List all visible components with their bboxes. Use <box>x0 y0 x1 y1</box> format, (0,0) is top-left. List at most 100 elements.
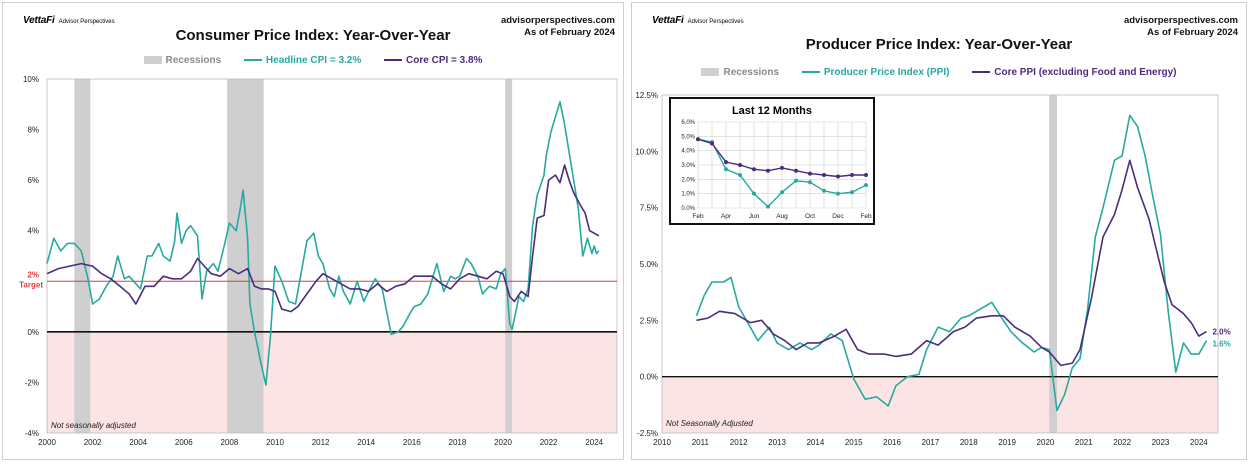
inset-core-point <box>710 141 714 146</box>
x-tick-label: 2008 <box>221 438 239 447</box>
x-tick-label: 2019 <box>998 438 1016 447</box>
core-ppi-line <box>696 159 1207 367</box>
legend-headline: Headline CPI = 3.2% <box>243 55 361 66</box>
x-tick-label: 2022 <box>1113 438 1131 447</box>
cpi-chart-panel: VettaFi Advisor Perspectives Consumer Pri… <box>2 2 624 460</box>
x-tick-label: 2000 <box>38 438 56 447</box>
inset-x-tick-label: Dec <box>832 213 844 220</box>
inset-core-point <box>794 168 798 173</box>
seasonal-note: Not Seasonally Adjusted <box>666 419 753 428</box>
inset-core-point <box>752 167 756 172</box>
chart-title: Consumer Price Index: Year-Over-Year <box>175 27 451 44</box>
y-tick-label: 0.0% <box>640 373 658 382</box>
inset-core-point <box>836 174 840 179</box>
x-tick-label: 2020 <box>494 438 512 447</box>
inset-y-tick-label: 3.0% <box>681 163 695 169</box>
y-tick-label: 2.5% <box>640 316 658 325</box>
chart-title: Producer Price Index: Year-Over-Year <box>805 36 1073 53</box>
inset-headline-point <box>738 173 742 178</box>
plot-frame <box>46 78 618 434</box>
y-tick-label: 5.0% <box>640 260 658 269</box>
inset-y-tick-label: 6.0% <box>681 120 695 126</box>
negative-zone-shading <box>662 376 1218 433</box>
x-tick-label: 2012 <box>312 438 330 447</box>
inset-title: Last 12 Months <box>731 105 813 117</box>
source-label: advisorperspectives.com As of February 2… <box>500 15 615 38</box>
inset-x-tick-label: Aug <box>776 213 788 220</box>
x-tick-label: 2006 <box>175 438 193 447</box>
source-label: advisorperspectives.com As of February 2… <box>1123 15 1238 38</box>
y-tick-label: 0% <box>27 328 39 337</box>
y-tick-label: 10% <box>23 75 39 84</box>
x-tick-label: 2016 <box>403 438 421 447</box>
inset-core-point <box>696 137 700 142</box>
target-label: Target <box>19 280 43 289</box>
y-tick-label: -2.5% <box>637 429 658 438</box>
inset-headline-point <box>864 183 868 188</box>
x-tick-label: 2021 <box>1075 438 1093 447</box>
recession-band <box>505 79 513 433</box>
y-tick-label: 4% <box>27 227 39 236</box>
x-tick-label: 2024 <box>585 438 603 447</box>
inset-y-tick-label: 5.0% <box>681 134 695 140</box>
legend-ppi: Producer Price Index (PPI) <box>801 67 949 78</box>
inset-y-tick-label: 2.0% <box>681 177 695 183</box>
legend: Recessions Producer Price Index (PPI) Co… <box>632 67 1246 78</box>
y-tick-label: 12.5% <box>635 91 658 100</box>
inset-x-tick-label: Feb <box>860 213 872 220</box>
y-tick-label: 7.5% <box>640 204 658 213</box>
inset-core-point <box>822 173 826 178</box>
inset-headline-point <box>794 178 798 183</box>
recession-band <box>1049 95 1057 433</box>
y-tick-label: -2% <box>25 378 39 387</box>
x-tick-label: 2014 <box>357 438 375 447</box>
headline-cpi-line <box>46 101 600 386</box>
legend-recessions: Recessions <box>701 67 779 78</box>
headline-ppi-line <box>695 114 1208 412</box>
cpi-plot: 2%Target -4% -2% 0% 4% 6% 8% 10% 2000 2002 2004 200… <box>19 75 618 447</box>
y-tick-label: -4% <box>25 429 39 438</box>
x-tick-label: 2018 <box>960 438 978 447</box>
recession-band <box>227 79 264 433</box>
x-tick-label: 2020 <box>1037 438 1055 447</box>
negative-zone-shading <box>47 331 617 433</box>
legend-core-ppi: Core PPI (excluding Food and Energy) <box>972 67 1177 78</box>
legend-recessions: Recessions <box>143 55 221 66</box>
inset-y-tick-label: 0.0% <box>681 206 695 212</box>
inset-core-point <box>808 171 812 176</box>
inset-headline-point <box>724 167 728 172</box>
target-label: 2% <box>27 270 39 279</box>
x-tick-label: 2014 <box>806 438 824 447</box>
end-value-label: 2.0% <box>1212 328 1230 337</box>
inset-headline-point <box>766 204 770 209</box>
inset-core-point <box>724 160 728 165</box>
inset-y-tick-label: 4.0% <box>681 149 695 155</box>
inset-x-tick-label: Oct <box>805 213 815 220</box>
inset-headline-point <box>850 190 854 195</box>
y-tick-label: 8% <box>27 126 39 135</box>
end-value-label: 1.6% <box>1212 340 1230 349</box>
legend-core: Core CPI = 3.8% <box>384 55 482 66</box>
x-tick-label: 2013 <box>768 438 786 447</box>
inset-core-point <box>780 165 784 170</box>
x-tick-label: 2004 <box>129 438 147 447</box>
inset-x-tick-label: Jun <box>749 213 760 220</box>
x-tick-label: 2012 <box>730 438 748 447</box>
ppi-plot: -2.5% 0.0% 2.5% 5.0% 7.5% 10.0% 12.5% 2010 2011 2… <box>635 91 1230 447</box>
x-tick-label: 2011 <box>692 438 710 447</box>
core-cpi-line <box>46 164 600 313</box>
inset-core-point <box>766 168 770 173</box>
inset-x-tick-label: Feb <box>692 213 704 220</box>
inset-headline-point <box>836 191 840 196</box>
inset-core-point <box>738 163 742 167</box>
plot-frame <box>661 94 1219 434</box>
ppi-chart-panel: VettaFi Advisor Perspectives advisorpersp… <box>631 2 1247 460</box>
y-tick-label: 6% <box>27 176 39 185</box>
y-tick-label: 10.0% <box>635 147 658 156</box>
inset-y-tick-label: 1.0% <box>681 192 695 198</box>
inset-headline-point <box>822 188 826 193</box>
x-tick-label: 2018 <box>449 438 467 447</box>
x-tick-label: 2015 <box>845 438 863 447</box>
x-tick-label: 2016 <box>883 438 901 447</box>
inset-core-point <box>850 173 854 178</box>
